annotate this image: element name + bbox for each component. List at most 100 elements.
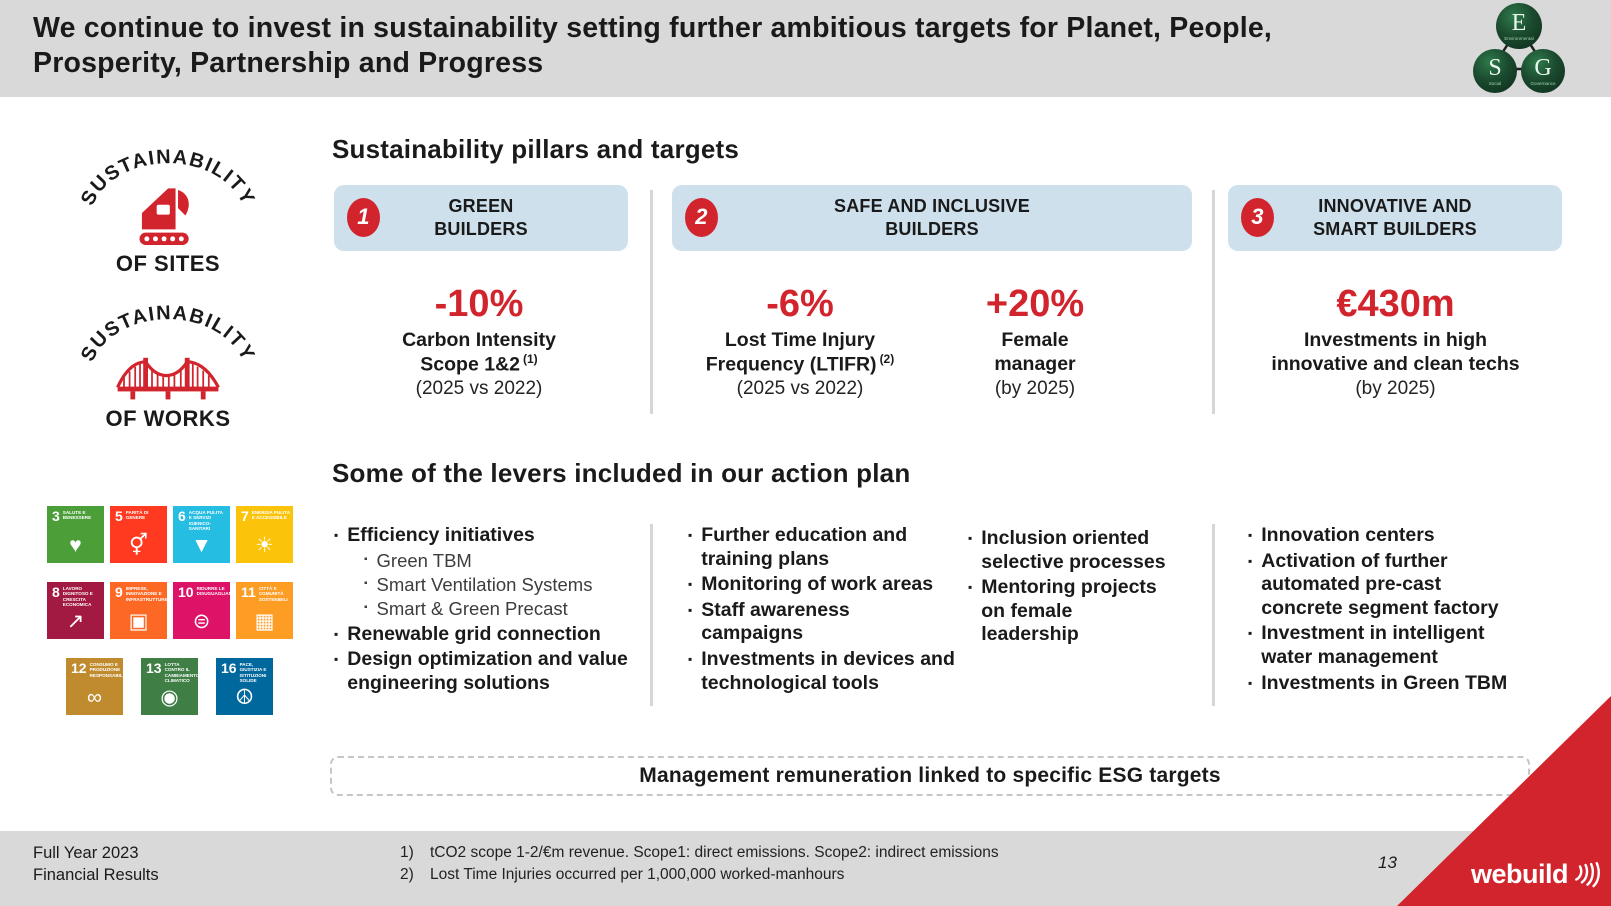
levers-column-1: ▪ Efficiency initiatives ▪ Green TBM ▪ Smar…: [334, 524, 646, 698]
webuild-swoosh-icon: [1575, 861, 1600, 888]
esg-label-governance: Governance: [1530, 81, 1556, 86]
sdg-tile-16: 16 PACE, GIUSTIZIA E ISTITUZIONI SOLIDE ☮: [216, 658, 273, 715]
pillar-3-number-badge: 3: [1241, 198, 1274, 237]
pillars-heading: Sustainability pillars and targets: [332, 134, 740, 164]
gender-equality-icon: ⚥: [129, 534, 148, 557]
sdg-label: PACE, GIUSTIZIA E ISTITUZIONI SOLIDE: [239, 662, 267, 683]
footer-bar: Full Year 2023 Financial Results 1) tCO2 …: [0, 831, 1611, 906]
esg-letter-e: E: [1511, 10, 1527, 36]
esg-letter-s: S: [1488, 55, 1502, 81]
pillar-divider-1: [650, 190, 653, 414]
responsible-consumption-icon: ∞: [87, 685, 102, 709]
lever-item: ▪ Investment in intelligent water managem…: [1248, 622, 1485, 668]
lever-item: ▪ Monitoring of work areas: [688, 573, 934, 596]
lever-item: ▪ Design optimization and value engineeri…: [334, 648, 628, 694]
climate-action-icon: ◉: [160, 686, 179, 709]
banner-text: Management remuneration linked to specif…: [639, 764, 1221, 787]
sdg-tile-7: 7 ENERGIA PULITA E ACCESSIBILE ☀: [236, 506, 293, 563]
webuild-logo: webuild: [1471, 858, 1601, 888]
pillar-2-safe-inclusive-builders: 2 SAFE AND INCLUSIVE BUILDERS: [672, 185, 1192, 251]
target-female-manager: +20% Female manager (by 2025): [935, 283, 1135, 401]
sdg-number: 12: [71, 660, 87, 676]
bullet-icon: ▪: [688, 577, 693, 592]
lever-subitem: ▪ Green TBM: [364, 549, 472, 571]
sdg-tile-10: 10 RIDURRE LE DISUGUAGLIANZE ⊜: [173, 582, 238, 639]
sdg-row-3: 12 CONSUMO E PRODUZIONE RESPONSABILI ∞ 13 L…: [66, 658, 273, 715]
pillar-1-green-builders: 1 GREEN BUILDERS: [334, 185, 628, 251]
bullet-icon: ▪: [1248, 528, 1253, 542]
levers-column-2: ▪ Further education and training plans ▪ M…: [688, 524, 956, 697]
sdg-label: RIDURRE LE DISUGUAGLIANZE: [196, 586, 238, 597]
esg-social-circle: S Social: [1473, 49, 1517, 93]
lever-item: ▪ Further education and training plans: [688, 524, 908, 570]
bullet-icon: ▪: [968, 580, 973, 595]
bullet-icon: ▪: [364, 602, 368, 614]
lever-item: ▪ Staff awareness campaigns: [688, 598, 850, 645]
lever-item: ▪ Efficiency initiatives: [334, 524, 535, 546]
sdg-tile-3: 3 SALUTE E BENESSERE ♥: [47, 506, 104, 563]
bullet-icon: ▪: [968, 531, 973, 545]
esg-governance-circle: G Governance: [1521, 49, 1565, 93]
sdg-label: ACQUA PULITA E SERVIZI IGIENICO-SANITARI: [188, 510, 223, 531]
sdg-row-2: 8 LAVORO DIGNITOSO E CRESCITA ECONOMICA ↗ …: [47, 582, 293, 639]
peace-justice-icon: ☮: [235, 686, 254, 709]
bullet-icon: ▪: [1248, 675, 1253, 690]
sdg-label: LOTTA CONTRO IL CAMBIAMENTO CLIMATICO: [164, 662, 200, 683]
esg-letter-g: G: [1534, 55, 1552, 81]
sdg-tile-6: 6 ACQUA PULITA E SERVIZI IGIENICO-SANITAR…: [173, 506, 230, 563]
target-value: +20%: [985, 283, 1085, 325]
sdg-row-1: 3 SALUTE E BENESSERE ♥ 5 PARITÀ DI GENERE ⚥ …: [47, 506, 293, 563]
page-number: 13: [1378, 853, 1397, 872]
clean-energy-icon: ☀: [255, 534, 274, 557]
target-value: -6%: [766, 283, 834, 325]
sdg-number: 3: [52, 508, 60, 524]
esg-label-environmental: Environmental: [1504, 36, 1534, 41]
pillar-1-title: GREEN BUILDERS: [434, 195, 528, 239]
bullet-icon: ▪: [1248, 626, 1253, 641]
sdg-number: 13: [146, 660, 162, 676]
sdg-number: 11: [241, 584, 256, 600]
bullet-icon: ▪: [334, 626, 339, 641]
sdg-number: 9: [115, 584, 123, 600]
pillar-3-innovative-smart-builders: 3 INNOVATIVE AND SMART BUILDERS: [1228, 185, 1562, 251]
reduced-inequalities-icon: ⊜: [192, 610, 211, 633]
levers-column-3: ▪ Inclusion oriented selective processes …: [968, 527, 1173, 649]
industry-innovation-icon: ▣: [128, 610, 149, 633]
sdg-number: 5: [115, 508, 123, 524]
bullet-icon: ▪: [1248, 553, 1253, 568]
sdg-label: CONSUMO E PRODUZIONE RESPONSABILI: [89, 662, 125, 678]
sdg-tile-9: 9 IMPRESE, INNOVAZIONE E INFRASTRUTTURE ▣: [110, 582, 168, 639]
health-icon: ♥: [69, 533, 82, 557]
lever-subitem: ▪ Smart Ventilation Systems: [364, 573, 593, 595]
levers-heading: Some of the levers included in our actio…: [332, 458, 911, 488]
sdg-number: 6: [178, 508, 186, 524]
sdg-number: 8: [52, 584, 60, 600]
sdg-number: 16: [221, 660, 237, 676]
sdg-tile-11: 11 CITTÀ E COMUNITÀ SOSTENIBILI ▦: [236, 582, 293, 639]
sdg-label: SALUTE E BENESSERE: [62, 510, 92, 521]
esg-remuneration-banner: Management remuneration linked to specif…: [330, 756, 1530, 796]
lever-item: ▪ Mentoring projects on female leadership: [968, 576, 1157, 646]
webuild-logo-text: webuild: [1471, 859, 1569, 889]
lever-item: ▪ Activation of further automated pre-cas…: [1248, 549, 1499, 619]
sdg-number: 7: [241, 508, 249, 524]
esg-label-social: Social: [1488, 81, 1502, 86]
bridge-icon: [116, 357, 220, 400]
footer-report-title: Full Year 2023 Financial Results: [33, 844, 159, 884]
sdg-label: ENERGIA PULITA E ACCESSIBILE: [251, 510, 290, 521]
lever-item: ▪ Inclusion oriented selective processes: [968, 527, 1166, 573]
lever-item: ▪ Renewable grid connection: [334, 622, 601, 645]
of-works-label: OF WORKS: [105, 406, 231, 431]
sdg-tile-12: 12 CONSUMO E PRODUZIONE RESPONSABILI ∞: [66, 658, 125, 715]
sdg-label: IMPRESE, INNOVAZIONE E INFRASTRUTTURE: [125, 586, 168, 602]
target-value: -10%: [434, 283, 524, 325]
esg-environmental-circle: E Environmental: [1496, 3, 1542, 49]
bullet-icon: ▪: [688, 651, 693, 666]
bullet-icon: ▪: [334, 528, 339, 542]
pillar-2-title: SAFE AND INCLUSIVE BUILDERS: [834, 195, 1030, 239]
footnote-ref-2: (2): [879, 352, 895, 367]
esg-logo: E Environmental S Social G Governance: [1473, 3, 1565, 95]
bullet-icon: ▪: [364, 577, 368, 589]
lever-item: ▪ Investments in devices and technologica…: [688, 647, 955, 694]
